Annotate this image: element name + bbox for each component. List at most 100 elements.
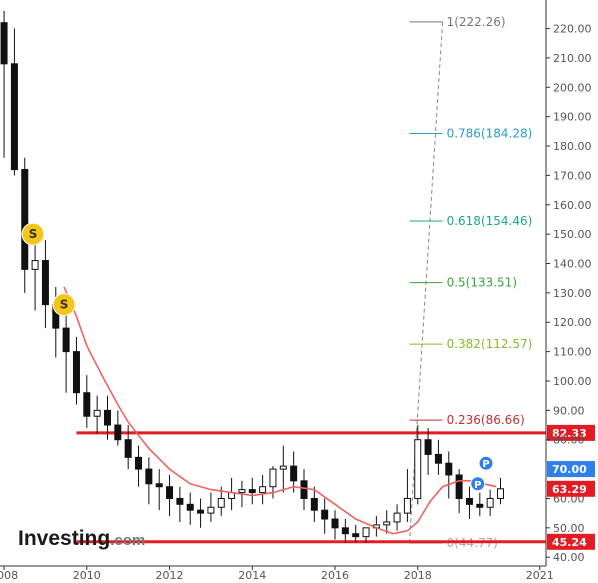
candle-body xyxy=(352,533,360,538)
candle-body xyxy=(383,521,391,526)
y-tick-label: 210.00 xyxy=(553,52,592,65)
candle-body xyxy=(445,462,453,476)
candle-body xyxy=(0,22,8,65)
marker-label: S xyxy=(29,227,38,241)
marker-label: S xyxy=(60,298,69,312)
x-tick-label: 2012 xyxy=(156,569,184,582)
y-tick-label: 50.00 xyxy=(553,522,585,535)
candle-body xyxy=(269,468,277,488)
price-tag-box xyxy=(547,461,595,478)
candle-body xyxy=(238,489,246,494)
candle-body xyxy=(248,489,256,494)
candle-body xyxy=(300,480,308,499)
candle-body xyxy=(10,63,18,171)
candle-body xyxy=(186,503,194,511)
candle-body xyxy=(31,260,39,270)
x-tick-label: 2014 xyxy=(238,569,266,582)
candle-body xyxy=(41,260,49,306)
price-tags: 70.00 63.29 xyxy=(547,461,595,497)
candle-body xyxy=(393,512,401,523)
y-tick-label: 170.00 xyxy=(553,169,592,182)
logo-wordmark: Investing.com xyxy=(18,527,145,550)
price-tag-label: 63.29 xyxy=(552,483,587,496)
y-tick-label: 150.00 xyxy=(553,228,592,241)
x-tick-label: 2021 xyxy=(526,569,554,582)
fib-level-label: 0.618(154.46) xyxy=(447,214,533,228)
candle-body xyxy=(486,497,494,508)
y-tick-label: 180.00 xyxy=(553,140,592,153)
candle-body xyxy=(83,392,91,417)
candle-body xyxy=(93,409,101,417)
candle-body xyxy=(321,509,329,520)
y-tick-label: 80.00 xyxy=(553,434,585,447)
candle-body xyxy=(414,439,422,499)
p-marker-icon xyxy=(470,476,486,492)
moving-average xyxy=(63,286,497,535)
candle-body xyxy=(103,409,111,426)
y-tick-label: 90.00 xyxy=(553,404,585,417)
marker-label: P xyxy=(482,459,489,470)
y-tick-label: 100.00 xyxy=(553,375,592,388)
candle-body xyxy=(476,503,484,508)
level-label-box xyxy=(547,424,595,441)
fib-level-label: 0.786(184.28) xyxy=(447,126,533,140)
candle-body xyxy=(166,486,174,499)
x-tick-label: 2008 xyxy=(0,569,18,582)
x-tick-label: 2018 xyxy=(404,569,432,582)
event-markers[interactable]: S S PP xyxy=(21,222,494,492)
candlestick-series xyxy=(0,10,504,543)
y-tick-label: 220.00 xyxy=(553,23,592,36)
candle-body xyxy=(403,497,411,514)
candle-body xyxy=(455,474,463,499)
level-label: 82.33 xyxy=(552,427,587,440)
candle-body xyxy=(290,465,298,482)
y-tick-label: 200.00 xyxy=(553,81,592,94)
horizontal-levels[interactable]: 82.33 45.24 xyxy=(76,424,595,550)
candle-body xyxy=(114,424,122,441)
candle-body xyxy=(145,468,153,485)
price-tag-box xyxy=(547,480,595,497)
candle-body xyxy=(424,439,432,455)
y-tick-label: 120.00 xyxy=(553,316,592,329)
price-tag-label: 70.00 xyxy=(552,463,587,476)
candle-body xyxy=(331,518,339,529)
fib-level-label: 0.382(112.57) xyxy=(447,337,533,351)
candle-body xyxy=(197,509,205,514)
y-tick-label: 110.00 xyxy=(553,346,592,359)
candle-body xyxy=(207,506,215,514)
y-tick-label: 130.00 xyxy=(553,287,592,300)
level-label-box xyxy=(547,533,595,550)
y-tick-label: 160.00 xyxy=(553,199,592,212)
candle-body xyxy=(465,497,473,505)
investing-logo: Investing.com xyxy=(18,527,145,550)
candle-body xyxy=(310,497,318,511)
candle-body xyxy=(62,327,70,353)
candle-body xyxy=(124,439,132,458)
marker-label: P xyxy=(474,480,481,491)
y-tick-label: 190.00 xyxy=(553,111,592,124)
fib-level-label: 0.236(86.66) xyxy=(447,413,525,427)
candle-body xyxy=(362,527,370,538)
x-tick-label: 2016 xyxy=(321,569,349,582)
candle-body xyxy=(135,456,143,470)
candle-body xyxy=(341,527,349,535)
candle-body xyxy=(496,488,504,499)
fib-level-label: 0.5(133.51) xyxy=(447,276,517,290)
candle-body xyxy=(72,351,80,394)
y-tick-label: 40.00 xyxy=(553,551,585,564)
candle-body xyxy=(176,497,184,505)
p-marker-icon xyxy=(478,455,494,471)
candle-body xyxy=(21,169,29,270)
candle-body xyxy=(259,486,267,494)
fibonacci-retracement[interactable]: 1(222.26) 0.786(184.28) 0.618(154.46) 0.5(1… xyxy=(408,15,533,550)
moving-average-line xyxy=(63,286,497,535)
candle-body xyxy=(155,483,163,488)
candle-body xyxy=(279,465,287,470)
fib-level-label: 1(222.26) xyxy=(447,15,506,29)
candle-body xyxy=(217,497,225,508)
x-tick-label: 2010 xyxy=(73,569,101,582)
